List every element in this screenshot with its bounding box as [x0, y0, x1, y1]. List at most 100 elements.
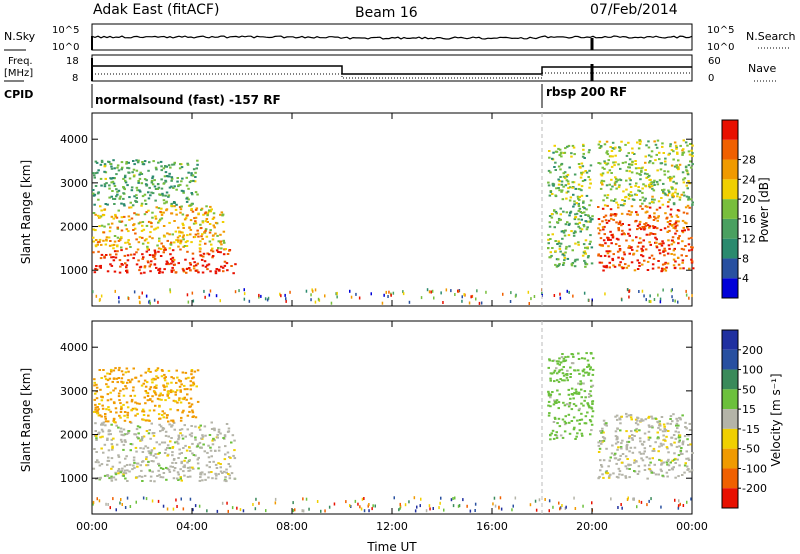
beam-title: Beam 16 [355, 5, 418, 21]
power-echo-cell [670, 177, 674, 180]
velocity-echo-cell [560, 356, 564, 359]
velocity-echo-cell [106, 437, 109, 440]
power-echo-cell [634, 160, 637, 162]
velocity-scatter-cell [677, 506, 680, 510]
velocity-echo-cell [167, 420, 170, 423]
velocity-echo-cell [178, 385, 182, 388]
power-echo-cell [663, 173, 667, 176]
power-echo-cell [600, 145, 603, 148]
power-echo-cell [177, 262, 180, 265]
power-echo-cell [649, 178, 652, 181]
power-echo-cell [108, 230, 112, 233]
power-echo-cell [643, 228, 646, 231]
power-echo-cell [639, 241, 643, 244]
power-echo-cell [673, 266, 677, 269]
velocity-echo-cell [133, 461, 136, 464]
velocity-echo-cell [549, 405, 552, 408]
power-echo-cell [563, 256, 567, 259]
power-echo-cell [565, 175, 569, 178]
velocity-echo-cell [214, 477, 218, 480]
power-echo-cell [656, 183, 660, 186]
velocity-echo-cell [148, 388, 152, 391]
power-echo-cell [113, 167, 116, 170]
power-echo-cell [181, 236, 185, 239]
power-echo-cell [666, 230, 670, 233]
velocity-echo-cell [99, 388, 102, 391]
velocity-echo-cell [608, 459, 611, 462]
power-echo-cell [143, 160, 147, 163]
power-echo-cell [94, 213, 97, 216]
power-echo-cell [212, 234, 215, 237]
velocity-echo-cell [172, 377, 175, 380]
velocity-echo-cell [96, 406, 99, 408]
time-axis-label: Time UT [366, 540, 417, 554]
velocity-echo-cell [210, 421, 213, 424]
power-echo-cell [96, 171, 99, 174]
power-echo-cell [641, 187, 644, 190]
power-echo-cell [662, 249, 665, 252]
velocity-echo-cell [120, 440, 124, 443]
velocity-echo-cell [145, 456, 148, 459]
power-echo-cell [672, 258, 676, 261]
power-echo-cell [681, 231, 685, 234]
velocity-echo-cell [208, 434, 212, 436]
power-echo-cell [150, 222, 153, 225]
power-echo-cell [93, 176, 96, 179]
power-echo-cell [122, 197, 125, 200]
power-echo-cell [143, 178, 147, 181]
power-echo-cell [676, 192, 679, 195]
power-scatter-cell [204, 295, 206, 299]
power-echo-cell [206, 268, 209, 271]
power-echo-cell [612, 161, 615, 164]
velocity-echo-cell [554, 434, 557, 436]
power-colorbar-swatch [722, 218, 738, 239]
power-echo-cell [569, 211, 572, 214]
velocity-echo-cell [561, 353, 564, 355]
velocity-echo-cell [233, 477, 236, 480]
power-echo-cell [676, 224, 679, 227]
velocity-echo-cell [563, 420, 567, 423]
velocity-echo-cell [690, 469, 694, 472]
velocity-echo-cell [639, 440, 642, 443]
power-echo-cell [172, 187, 175, 189]
power-echo-cell [672, 158, 675, 161]
power-echo-cell [677, 220, 680, 223]
velocity-scatter-cell [324, 509, 326, 513]
power-echo-cell [221, 266, 225, 269]
velocity-echo-cell [118, 399, 121, 402]
velocity-echo-cell [194, 438, 197, 441]
velocity-echo-cell [612, 472, 615, 475]
power-echo-cell [661, 189, 664, 192]
velocity-scatter-cell [368, 503, 370, 506]
velocity-echo-cell [110, 457, 114, 460]
power-echo-cell [664, 212, 667, 215]
power-echo-cell [550, 216, 554, 219]
power-echo-cell [217, 269, 221, 272]
power-echo-cell [159, 248, 163, 250]
velocity-echo-cell [678, 434, 682, 437]
power-echo-cell [209, 210, 212, 213]
velocity-echo-cell [683, 471, 686, 474]
power-echo-cell [624, 196, 627, 199]
power-echo-cell [574, 213, 577, 216]
velocity-echo-cell [681, 414, 684, 417]
velocity-echo-cell [196, 458, 199, 461]
velocity-scatter-cell [529, 503, 532, 507]
power-echo-cell [112, 256, 115, 259]
velocity-echo-cell [169, 408, 172, 411]
velocity-echo-cell [155, 369, 159, 371]
velocity-echo-cell [639, 452, 643, 455]
nsearch-label: N.Search [746, 30, 796, 43]
power-echo-cell [106, 270, 110, 273]
velocity-echo-cell [556, 422, 559, 425]
power-echo-cell [687, 228, 690, 231]
power-echo-cell [560, 151, 563, 154]
velocity-echo-cell [648, 425, 651, 428]
velocity-echo-cell [119, 427, 123, 430]
velocity-echo-cell [141, 480, 144, 482]
power-echo-cell [599, 255, 603, 258]
velocity-scatter-cell [574, 507, 577, 510]
power-echo-cell [170, 204, 173, 207]
power-echo-cell [654, 143, 658, 146]
power-echo-cell [102, 214, 105, 217]
